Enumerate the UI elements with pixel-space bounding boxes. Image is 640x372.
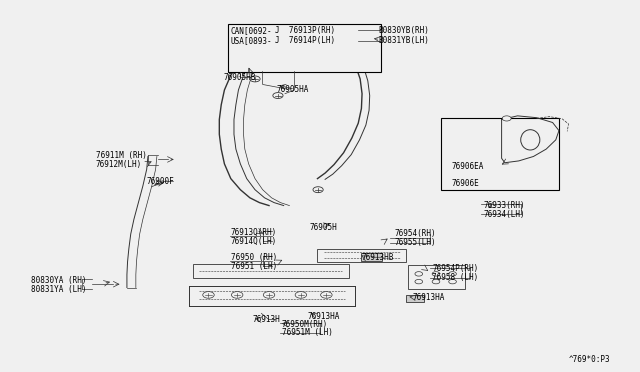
Circle shape xyxy=(263,292,275,298)
Circle shape xyxy=(449,279,456,284)
Text: 76906E: 76906E xyxy=(451,179,479,188)
Text: B0830YB(RH): B0830YB(RH) xyxy=(379,26,429,35)
Text: 76912M(LH): 76912M(LH) xyxy=(96,160,142,169)
Text: J  76913P(RH): J 76913P(RH) xyxy=(275,26,335,35)
Text: 76914Q(LH): 76914Q(LH) xyxy=(231,237,277,246)
Circle shape xyxy=(321,292,332,298)
Circle shape xyxy=(250,76,260,82)
Circle shape xyxy=(415,272,422,276)
Text: 76958 (LH): 76958 (LH) xyxy=(432,273,479,282)
Text: 76950 (RH): 76950 (RH) xyxy=(231,253,277,262)
Ellipse shape xyxy=(521,130,540,150)
Text: 76900F: 76900F xyxy=(147,177,175,186)
Text: 76913Q(RH): 76913Q(RH) xyxy=(231,228,277,237)
FancyBboxPatch shape xyxy=(228,23,381,71)
Text: 80830YA (RH): 80830YA (RH) xyxy=(31,276,86,285)
Text: 76913H: 76913H xyxy=(252,315,280,324)
Text: 76913HB: 76913HB xyxy=(362,253,394,262)
Text: 76911M (RH): 76911M (RH) xyxy=(96,151,147,160)
FancyBboxPatch shape xyxy=(441,118,559,190)
Text: J  76914P(LH): J 76914P(LH) xyxy=(275,36,335,45)
Text: B0831YB(LH): B0831YB(LH) xyxy=(379,36,429,45)
Text: 76905HB: 76905HB xyxy=(223,73,255,81)
Text: 76913HA: 76913HA xyxy=(307,312,340,321)
Text: 76951 (LH): 76951 (LH) xyxy=(231,262,277,270)
FancyBboxPatch shape xyxy=(408,265,465,289)
Circle shape xyxy=(295,292,307,298)
Text: CAN[0692-: CAN[0692- xyxy=(231,26,273,35)
Circle shape xyxy=(232,292,243,298)
Circle shape xyxy=(432,272,440,276)
Text: 76954P(RH): 76954P(RH) xyxy=(432,264,479,273)
Circle shape xyxy=(273,93,283,99)
FancyBboxPatch shape xyxy=(193,264,349,278)
Circle shape xyxy=(449,272,456,276)
FancyBboxPatch shape xyxy=(406,295,424,302)
Circle shape xyxy=(313,187,323,193)
Text: 76954(RH): 76954(RH) xyxy=(394,230,436,238)
Text: 80831YA (LH): 80831YA (LH) xyxy=(31,285,86,294)
Text: 76933(RH): 76933(RH) xyxy=(483,201,525,210)
Text: 76934(LH): 76934(LH) xyxy=(483,209,525,219)
Text: 76905HA: 76905HA xyxy=(276,85,309,94)
Text: 76913HA: 76913HA xyxy=(412,293,445,302)
Text: USA[0893-: USA[0893- xyxy=(231,36,273,45)
Circle shape xyxy=(203,292,214,298)
Text: ^769*0:P3: ^769*0:P3 xyxy=(568,355,610,364)
FancyBboxPatch shape xyxy=(317,249,406,262)
Text: 76955(LH): 76955(LH) xyxy=(394,238,436,247)
Circle shape xyxy=(415,279,422,284)
Circle shape xyxy=(502,116,511,121)
Circle shape xyxy=(432,279,440,284)
Text: 76906EA: 76906EA xyxy=(451,161,484,170)
Text: 76905H: 76905H xyxy=(309,223,337,232)
Text: 76951M (LH): 76951M (LH) xyxy=(282,328,333,337)
Text: 76950M(RH): 76950M(RH) xyxy=(282,320,328,328)
FancyBboxPatch shape xyxy=(362,253,382,261)
